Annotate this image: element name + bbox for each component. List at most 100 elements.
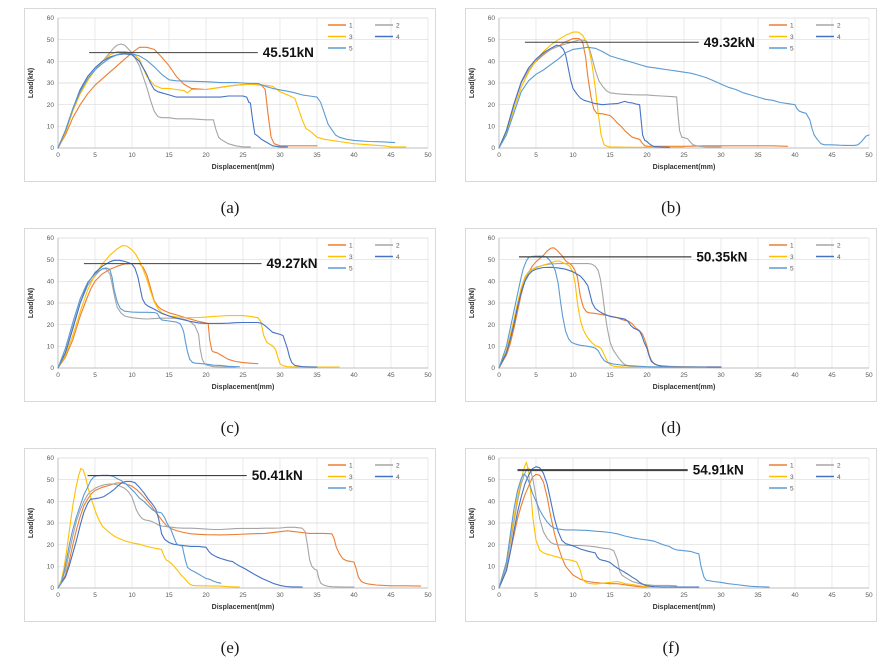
x-axis-title: Displacement(mm) [653,384,716,391]
legend-label-4: 4 [837,34,841,41]
series-line-1 [57,482,422,589]
legend-label-1: 1 [349,242,353,249]
y-tick-label: 0 [50,585,54,592]
series-line-4 [498,44,670,149]
x-tick-label: 35 [754,372,762,379]
peak-annotation-text: 50.41kN [252,468,303,483]
x-tick-label: 35 [313,152,321,159]
y-tick-label: 20 [488,542,496,549]
x-tick-label: 45 [387,372,395,379]
x-tick-label: 0 [497,592,501,599]
legend-label-2: 2 [396,22,400,29]
series-line-5 [498,46,870,149]
x-tick-label: 15 [165,152,173,159]
figure-e: 0 10 20 30 40 50 60 0 5 10 15 20 25 30 35 40 45 50 Load(kN… [24,448,436,668]
legend-label-3: 3 [349,474,353,481]
x-tick-label: 20 [202,152,210,159]
y-tick-label: 60 [47,235,55,242]
legend-label-4: 4 [837,474,841,481]
x-tick-label: 25 [680,592,688,599]
legend-label-2: 2 [396,462,400,469]
x-tick-label: 40 [350,372,358,379]
x-tick-label: 50 [865,152,873,159]
x-tick-label: 0 [497,152,501,159]
x-axis-title: Displacement(mm) [212,384,275,391]
y-tick-label: 0 [491,585,495,592]
figure-b: 0 10 20 30 40 50 60 0 5 10 15 20 25 30 35 40 45 50 Load(kN… [465,8,877,228]
y-tick-label: 0 [491,145,495,152]
y-tick-label: 20 [47,322,55,329]
x-tick-label: 30 [717,592,725,599]
series-line-4 [57,53,288,149]
x-tick-label: 25 [239,372,247,379]
legend-label-1: 1 [349,22,353,29]
x-tick-label: 50 [424,152,432,159]
panel-border [465,228,877,402]
charts-grid: 0 10 20 30 40 50 60 0 5 10 15 20 25 30 35 40 45 50 Load(kN… [24,8,877,668]
y-tick-label: 0 [50,365,54,372]
x-tick-label: 30 [276,372,284,379]
chart-caption-b: (b) [661,198,681,217]
x-tick-label: 25 [680,152,688,159]
x-tick-label: 45 [828,592,836,599]
x-tick-label: 50 [424,372,432,379]
legend-label-3: 3 [790,254,794,261]
y-axis-title: Load(kN) [469,288,476,318]
x-tick-label: 10 [128,152,136,159]
series-line-3 [57,51,407,149]
x-tick-label: 30 [276,152,284,159]
y-tick-label: 10 [488,124,496,131]
series-line-5 [498,473,770,589]
x-axis-title: Displacement(mm) [653,604,716,611]
panel-border [465,448,877,622]
series-line-5 [57,52,396,149]
x-axis-title: Displacement(mm) [212,164,275,171]
legend-label-5: 5 [349,485,353,492]
y-tick-label: 50 [47,37,55,44]
chart-caption-e: (e) [220,638,240,657]
legend-label-4: 4 [837,254,841,261]
panel-border [24,228,436,402]
series-line-4 [57,259,318,369]
legend-label-3: 3 [349,254,353,261]
x-tick-label: 0 [56,152,60,159]
legend-label-3: 3 [790,474,794,481]
y-tick-label: 60 [47,15,55,22]
peak-annotation-text: 54.91kN [693,463,744,478]
x-tick-label: 45 [828,372,836,379]
y-tick-label: 30 [47,300,55,307]
x-tick-label: 35 [313,372,321,379]
x-tick-label: 40 [350,152,358,159]
legend: 1 2 3 4 5 [328,242,400,272]
legend-label-3: 3 [790,34,794,41]
series-line-3 [57,467,240,589]
series-line-1 [498,473,648,589]
series-line-2 [498,39,722,149]
legend-label-2: 2 [837,242,841,249]
x-tick-label: 40 [350,592,358,599]
legend-label-3: 3 [349,34,353,41]
x-tick-label: 5 [93,592,97,599]
y-tick-label: 0 [50,145,54,152]
legend: 1 2 3 4 5 [328,22,400,52]
y-tick-label: 30 [488,300,496,307]
series-line-1 [498,38,789,149]
x-tick-label: 30 [717,372,725,379]
y-tick-label: 0 [491,365,495,372]
figure-a: 0 10 20 30 40 50 60 0 5 10 15 20 25 30 35 40 45 50 Load(kN… [24,8,436,228]
y-tick-label: 30 [488,520,496,527]
y-axis-title: Load(kN) [469,508,476,538]
legend-label-2: 2 [837,462,841,469]
series-line-5 [57,474,222,589]
series-line-4 [57,480,303,589]
y-tick-label: 40 [488,279,496,286]
peak-annotation-text: 45.51kN [263,45,314,60]
x-tick-label: 40 [791,592,799,599]
series-line-1 [57,263,259,369]
x-tick-label: 50 [424,592,432,599]
y-tick-label: 40 [47,279,55,286]
y-tick-label: 60 [488,455,496,462]
x-tick-label: 10 [128,372,136,379]
